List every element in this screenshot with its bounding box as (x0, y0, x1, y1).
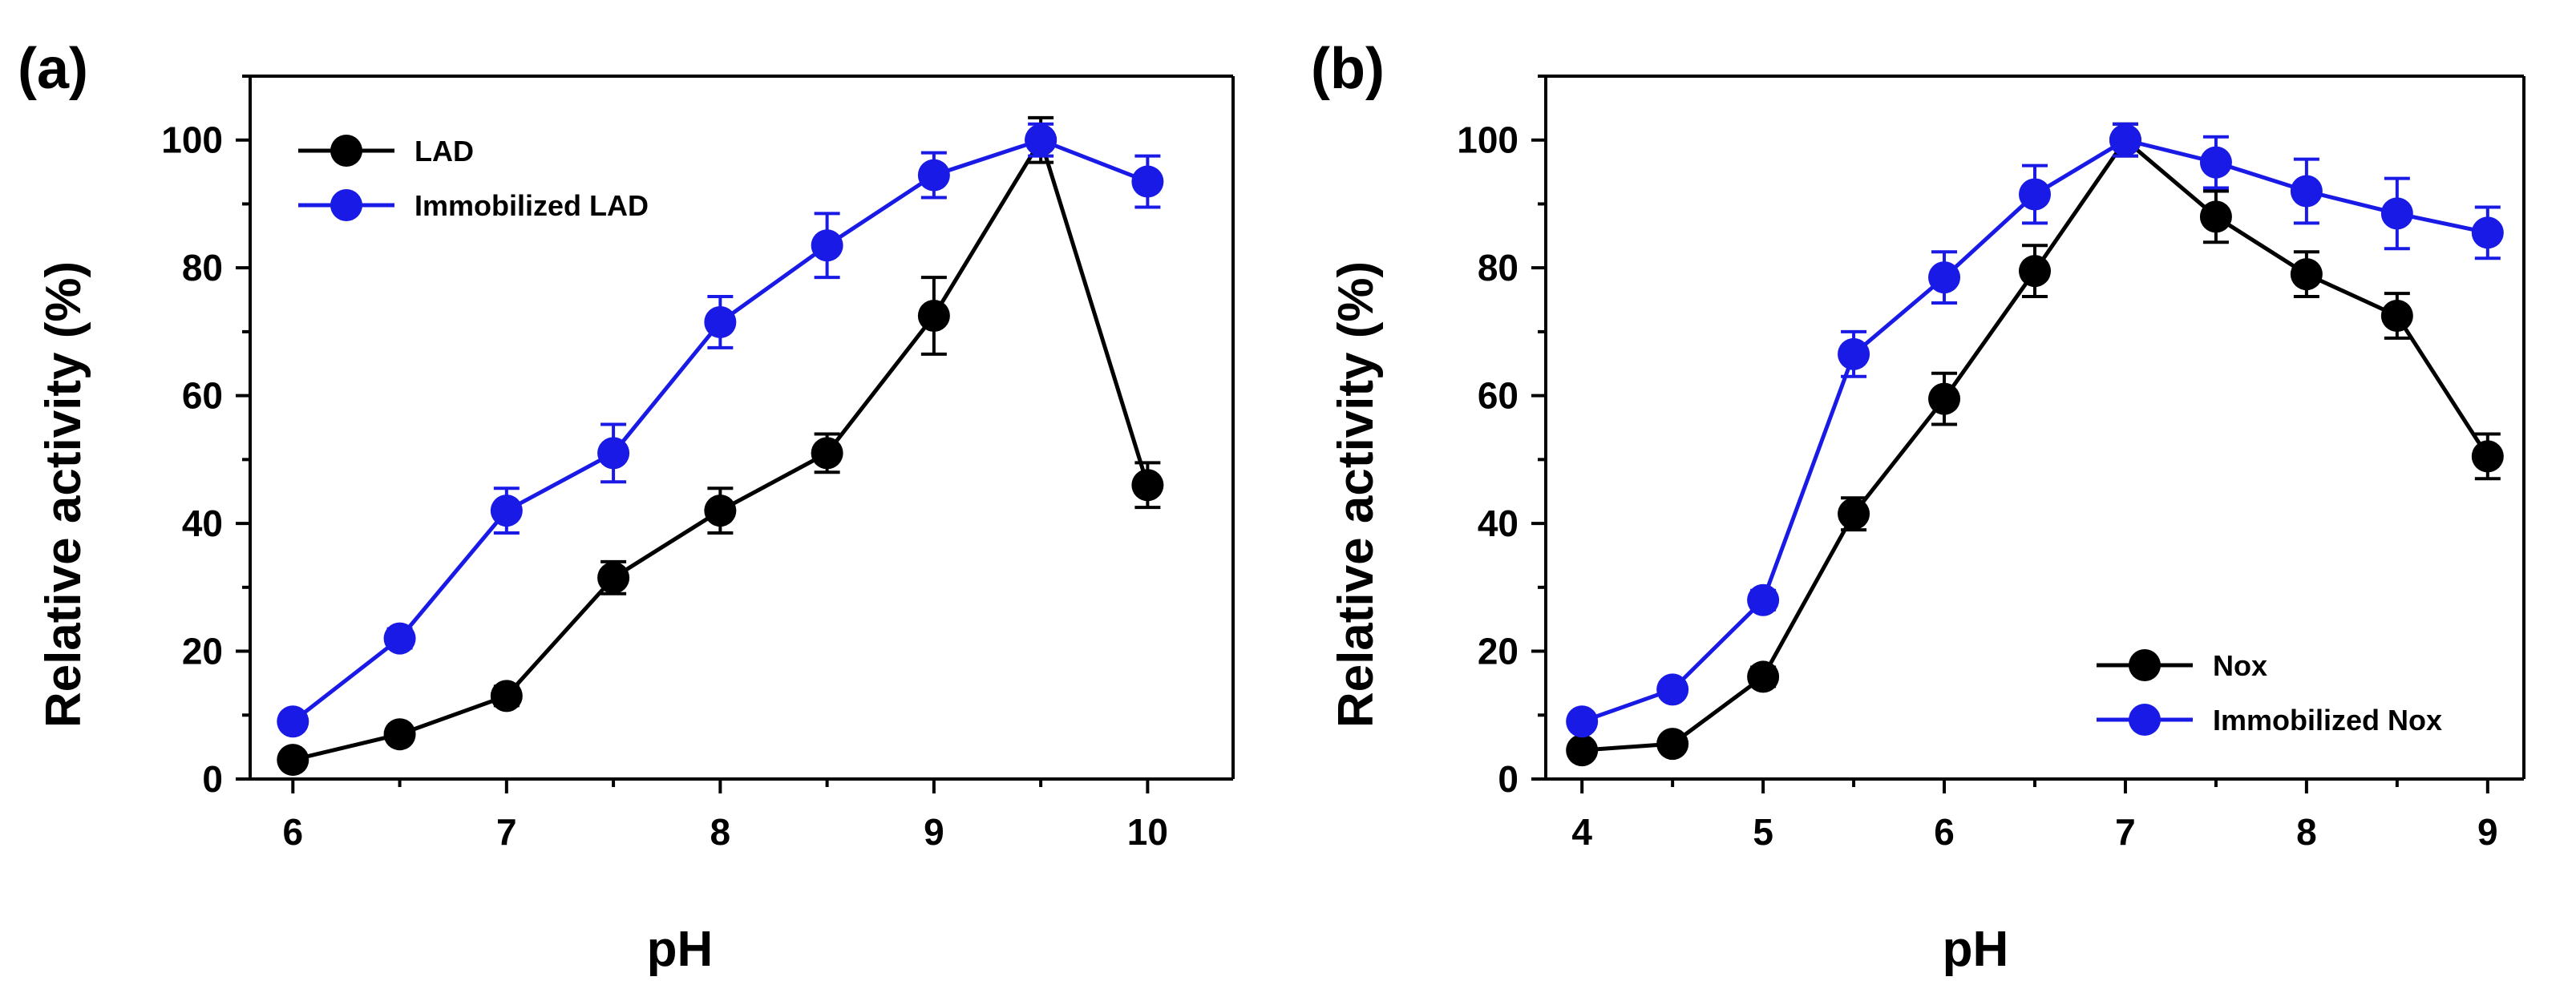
data-point (2019, 255, 2051, 288)
data-point (1928, 382, 1961, 415)
chart-panel-b: (b) Relative activity (%) pH 0 20 40 60 80 10… (1311, 37, 2525, 977)
y-tick-label: 80 (1478, 247, 1519, 289)
data-point (1656, 728, 1689, 761)
y-axis-title: Relative activity (%) (1328, 261, 1384, 728)
legend-label: LAD (415, 135, 474, 168)
legend-marker (2129, 704, 2161, 736)
x-axis-title: pH (1943, 922, 2009, 977)
data-point (2471, 440, 2504, 473)
data-point (277, 705, 309, 738)
axes: 0 20 40 60 80 100 6 7 8 9 10 (161, 75, 1235, 853)
data-point (2290, 258, 2323, 291)
data-point (383, 718, 416, 751)
x-tick-label: 10 (1127, 811, 1168, 853)
legend-label: Nox (2213, 649, 2267, 682)
data-point (1131, 469, 1164, 502)
y-tick-label: 40 (182, 503, 223, 544)
series-line (292, 135, 1150, 762)
data-point (1025, 123, 1057, 156)
legend-marker (2129, 649, 2161, 681)
x-tick-label: 6 (1934, 811, 1955, 853)
data-point (490, 494, 523, 527)
data-point (2290, 175, 2323, 208)
data-point (2471, 216, 2504, 249)
data-point (917, 299, 950, 332)
data-point (1656, 673, 1689, 706)
series-2 (277, 122, 1164, 738)
data-point (597, 437, 630, 470)
plot-area (1566, 122, 2504, 767)
data-point (811, 437, 843, 470)
data-point (1747, 660, 1780, 693)
y-tick-label: 20 (1478, 631, 1519, 672)
y-tick-label: 60 (182, 375, 223, 417)
data-point (1928, 261, 1961, 294)
x-tick-label: 8 (2296, 811, 2317, 853)
data-point (917, 159, 950, 192)
legend: Nox Immobilized Nox (2097, 649, 2442, 737)
y-tick-label: 80 (182, 247, 223, 289)
series-1 (277, 115, 1164, 777)
y-tick-label: 0 (1498, 758, 1519, 800)
series-line (1582, 137, 2489, 753)
x-tick-label: 8 (710, 811, 731, 853)
data-point (2199, 146, 2232, 179)
data-point (1838, 498, 1870, 531)
chart-panel-a: (a) Relative activity (%) pH 0 20 40 60 80 10… (18, 37, 1235, 977)
data-point (2380, 197, 2413, 230)
data-point (277, 744, 309, 777)
x-tick-label: 5 (1753, 811, 1773, 853)
data-point (2380, 299, 2413, 332)
data-point (1566, 734, 1599, 767)
panel-label: (a) (18, 37, 88, 101)
x-tick-label: 9 (2477, 811, 2498, 853)
data-point (1566, 705, 1599, 738)
legend: LAD Immobilized LAD (298, 135, 649, 222)
data-point (704, 305, 737, 338)
x-tick-label: 7 (2115, 811, 2136, 853)
data-point (383, 622, 416, 655)
y-tick-label: 100 (161, 119, 223, 161)
data-point (1838, 337, 1870, 370)
data-point (490, 680, 523, 712)
data-point (2199, 200, 2232, 233)
series-line (1581, 138, 2489, 724)
data-point (2019, 178, 2051, 211)
data-point (1131, 165, 1164, 198)
legend-label: Immobilized LAD (415, 189, 649, 222)
data-point (704, 494, 737, 527)
y-tick-label: 0 (202, 758, 223, 800)
legend-marker (330, 135, 362, 167)
y-tick-label: 100 (1457, 119, 1519, 161)
panel-label: (b) (1311, 37, 1385, 101)
data-point (811, 229, 843, 262)
data-point (1747, 583, 1780, 616)
x-axis-title: pH (647, 922, 714, 977)
y-tick-label: 20 (182, 631, 223, 672)
x-tick-label: 4 (1571, 811, 1592, 853)
legend-label: Immobilized Nox (2213, 704, 2442, 737)
x-tick-label: 7 (496, 811, 517, 853)
legend-marker (330, 189, 362, 221)
y-axis-title: Relative activity (%) (36, 261, 91, 728)
data-point (597, 561, 630, 594)
y-tick-label: 60 (1478, 375, 1519, 417)
series-2 (1566, 122, 2504, 738)
y-tick-label: 40 (1478, 503, 1519, 544)
x-tick-label: 6 (283, 811, 304, 853)
plot-area (277, 115, 1164, 777)
axes: 0 20 40 60 80 100 4 5 6 7 8 9 (1457, 75, 2525, 853)
series-line (291, 138, 1149, 724)
x-tick-label: 9 (924, 811, 944, 853)
data-point (2109, 123, 2141, 156)
